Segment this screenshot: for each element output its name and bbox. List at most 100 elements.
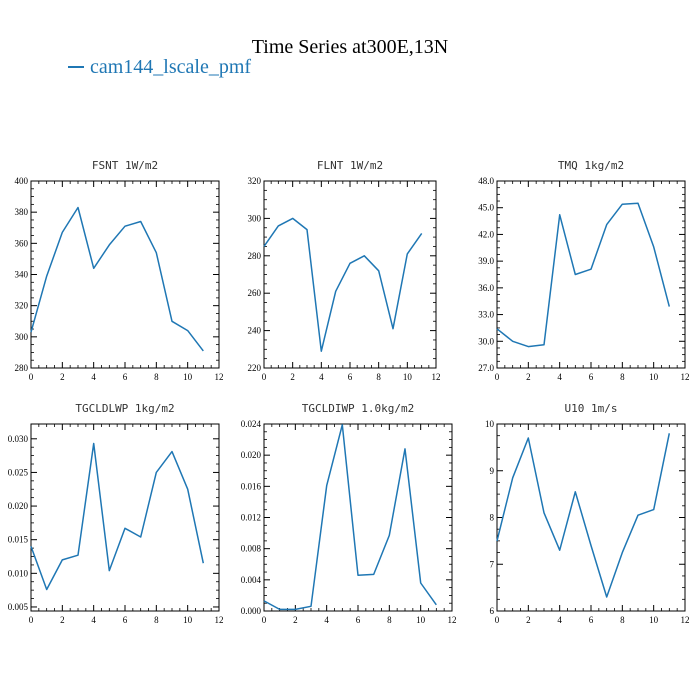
- x-tick-label: 12: [448, 615, 457, 625]
- x-tick-label: 8: [620, 615, 625, 625]
- y-tick-label: 300: [248, 213, 262, 223]
- figure-title: Time Series at300E,13N: [251, 36, 449, 58]
- y-tick-label: 0.010: [8, 568, 29, 578]
- y-tick-label: 0.008: [241, 544, 262, 554]
- series-line: [496, 433, 671, 598]
- x-tick-label: 6: [589, 372, 594, 382]
- subplot-title: FLNT 1W/m2: [317, 159, 383, 172]
- y-tick-label: 0.030: [8, 434, 29, 444]
- x-tick-label: 0: [29, 372, 34, 382]
- x-tick-label: 4: [557, 372, 562, 382]
- x-tick-label: 0: [262, 615, 267, 625]
- x-tick-label: 8: [376, 372, 381, 382]
- legend: cam144_lscale_pmf: [68, 56, 251, 79]
- subplot-5: TGCLDIWP 1.0kg/m2 0 2 4 6 8 10 12 0.000 0.004 0.00…: [241, 402, 457, 625]
- plot-frame: [496, 180, 686, 369]
- x-tick-label: 2: [526, 372, 531, 382]
- subplot-1: FSNT 1W/m2 0 2 4 6 8 10 12 280 300 320 340 360 380 400: [15, 159, 224, 382]
- x-tick-label: 0: [29, 615, 34, 625]
- y-tick-label: 0.004: [241, 575, 262, 585]
- x-tick-label: 4: [319, 372, 324, 382]
- y-tick-label: 0.000: [241, 606, 262, 616]
- y-tick-label: 27.0: [478, 363, 494, 373]
- y-tick-label: 360: [15, 238, 29, 248]
- subplot-title: FSNT 1W/m2: [92, 159, 158, 172]
- subplot-2: FLNT 1W/m2 0 2 4 6 8 10 12 220 240 260 280 300 320: [248, 159, 441, 382]
- x-tick-label: 4: [324, 615, 329, 625]
- x-tick-label: 8: [620, 372, 625, 382]
- subplot-3: TMQ 1kg/m2 0 2 4 6 8 10 12 27.0 30.0 33.0 36.0 39.0 4…: [478, 159, 689, 382]
- subplot-4: TGCLDLWP 1kg/m2 0 2 4 6 8 10 12 0.005 0.010 0.015 0…: [8, 402, 224, 625]
- x-tick-label: 12: [215, 615, 224, 625]
- y-tick-label: 0.012: [241, 513, 261, 523]
- x-tick-label: 10: [183, 615, 193, 625]
- y-tick-label: 240: [248, 326, 262, 336]
- y-tick-label: 300: [15, 332, 29, 342]
- x-tick-label: 0: [495, 615, 500, 625]
- x-tick-label: 10: [649, 615, 659, 625]
- x-tick-label: 2: [60, 615, 65, 625]
- x-tick-label: 12: [215, 372, 224, 382]
- y-tick-label: 320: [248, 176, 262, 186]
- y-tick-label: 0.020: [241, 450, 262, 460]
- y-tick-label: 45.0: [478, 203, 494, 213]
- y-tick-label: 6: [490, 606, 495, 616]
- x-tick-label: 10: [403, 372, 413, 382]
- x-tick-label: 12: [432, 372, 441, 382]
- y-tick-label: 33.0: [478, 310, 494, 320]
- y-tick-label: 30.0: [478, 336, 494, 346]
- x-tick-label: 0: [495, 372, 500, 382]
- x-tick-label: 2: [293, 615, 298, 625]
- y-tick-label: 9: [490, 466, 495, 476]
- y-tick-label: 0.005: [8, 602, 29, 612]
- x-tick-label: 12: [681, 615, 690, 625]
- series-line: [263, 424, 437, 611]
- y-tick-label: 8: [490, 513, 495, 523]
- x-tick-label: 0: [262, 372, 267, 382]
- x-tick-label: 8: [154, 372, 159, 382]
- subplot-title: TGCLDLWP 1kg/m2: [75, 402, 174, 415]
- plot-frame: [496, 423, 686, 612]
- plot-frame: [263, 180, 437, 369]
- x-tick-label: 6: [589, 615, 594, 625]
- x-tick-label: 6: [123, 372, 128, 382]
- x-tick-label: 4: [91, 372, 96, 382]
- y-tick-label: 0.020: [8, 501, 29, 511]
- x-tick-label: 8: [387, 615, 392, 625]
- series-line: [30, 442, 205, 591]
- y-tick-label: 7: [490, 559, 495, 569]
- x-tick-label: 2: [526, 615, 531, 625]
- subplot-title: U10 1m/s: [565, 402, 618, 415]
- x-tick-label: 2: [290, 372, 295, 382]
- y-tick-label: 0.025: [8, 467, 29, 477]
- x-tick-label: 10: [183, 372, 193, 382]
- series-line: [496, 202, 671, 348]
- series-line: [30, 206, 204, 352]
- subplot-title: TMQ 1kg/m2: [558, 159, 624, 172]
- x-tick-label: 12: [681, 372, 690, 382]
- x-tick-label: 4: [557, 615, 562, 625]
- subplot-6: U10 1m/s 0 2 4 6 8 10 12 6 7 8 9 10: [485, 402, 690, 625]
- x-tick-label: 6: [123, 615, 128, 625]
- y-tick-label: 340: [15, 270, 29, 280]
- x-tick-label: 10: [416, 615, 426, 625]
- y-tick-label: 220: [248, 363, 262, 373]
- y-tick-label: 48.0: [478, 176, 494, 186]
- y-tick-label: 380: [15, 207, 29, 217]
- x-tick-label: 2: [60, 372, 65, 382]
- y-tick-label: 0.016: [241, 481, 262, 491]
- subplot-title: TGCLDIWP 1.0kg/m2: [302, 402, 415, 415]
- y-tick-label: 400: [15, 176, 29, 186]
- legend-line-swatch: [68, 66, 84, 69]
- y-tick-label: 42.0: [478, 229, 494, 239]
- y-tick-label: 320: [15, 301, 29, 311]
- y-tick-label: 10: [485, 419, 495, 429]
- y-tick-label: 280: [248, 251, 262, 261]
- x-tick-label: 10: [649, 372, 659, 382]
- plot-frame: [263, 423, 453, 612]
- y-tick-label: 260: [248, 288, 262, 298]
- x-tick-label: 8: [154, 615, 159, 625]
- y-tick-label: 36.0: [478, 283, 494, 293]
- series-line: [263, 217, 423, 352]
